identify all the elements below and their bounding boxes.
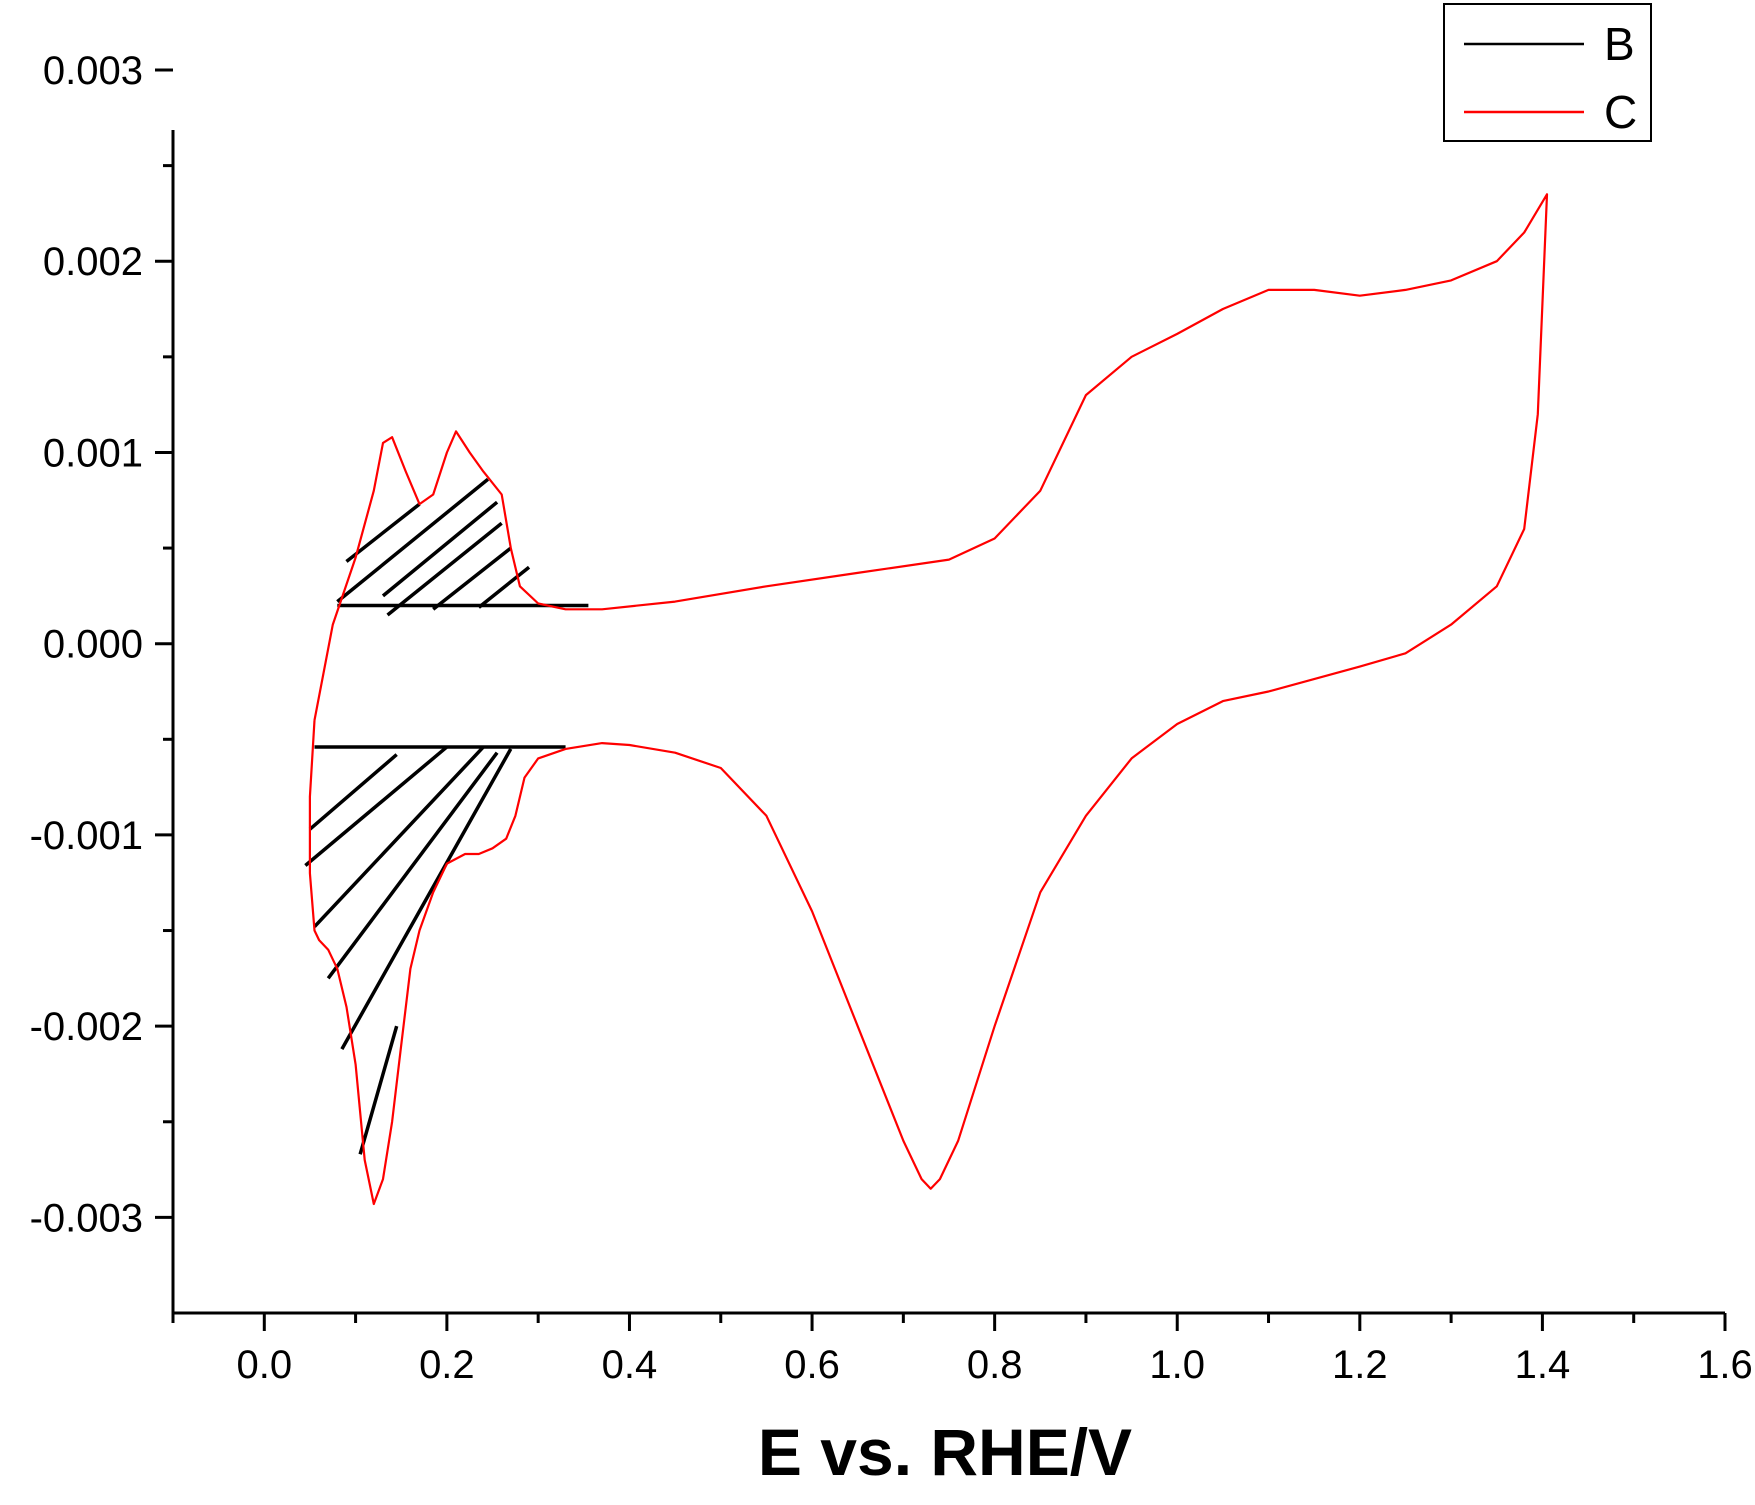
x-tick-label: 0.6 bbox=[784, 1343, 840, 1387]
x-tick-label: 1.2 bbox=[1332, 1343, 1388, 1387]
series-C-line bbox=[308, 193, 1549, 1206]
legend-label-B: B bbox=[1604, 18, 1635, 70]
y-tick-label: -0.001 bbox=[30, 814, 143, 858]
y-tick-label: 0.001 bbox=[43, 431, 143, 475]
series-B-segment bbox=[308, 753, 398, 831]
series-B-segment bbox=[326, 751, 499, 980]
series-B-segment bbox=[340, 748, 513, 1050]
series-B-segment bbox=[477, 565, 531, 609]
axes: 0.0 0.2 0.4 0.6 0.8 1.0 1.2 1.4 1.6 0.003 0.002 0.0… bbox=[30, 49, 1753, 1387]
plot-area bbox=[304, 193, 1549, 1206]
y-tick-label: 0.002 bbox=[43, 240, 143, 284]
y-tick-label: 0.000 bbox=[43, 623, 143, 667]
y-tick-label: 0.003 bbox=[43, 49, 143, 93]
x-tick-label: 0.0 bbox=[236, 1343, 292, 1387]
series-B-segment bbox=[386, 521, 503, 617]
series-B-segment bbox=[345, 502, 421, 563]
series-B-segment bbox=[304, 745, 449, 867]
x-tick-label: 1.0 bbox=[1149, 1343, 1205, 1387]
legend: BC bbox=[1443, 3, 1652, 142]
x-tick-label: 1.4 bbox=[1515, 1343, 1571, 1387]
y-tick-label: -0.003 bbox=[30, 1196, 143, 1240]
series-B-segment bbox=[381, 500, 499, 598]
series-B-segment bbox=[358, 1025, 399, 1155]
series-B-hatch bbox=[304, 477, 589, 1155]
legend-box bbox=[1443, 3, 1652, 142]
x-tick-label: 0.2 bbox=[419, 1343, 475, 1387]
series-B-segment bbox=[336, 477, 490, 603]
legend-label-C: C bbox=[1604, 86, 1637, 138]
x-axis-title: E vs. RHE/V bbox=[758, 1415, 1132, 1489]
x-tick-label: 1.6 bbox=[1697, 1343, 1753, 1387]
x-tick-label: 0.8 bbox=[967, 1343, 1023, 1387]
series-B-segment bbox=[313, 745, 485, 928]
x-tick-label: 0.4 bbox=[602, 1343, 658, 1387]
y-tick-label: -0.002 bbox=[30, 1005, 143, 1049]
series-B-segment bbox=[432, 546, 512, 611]
